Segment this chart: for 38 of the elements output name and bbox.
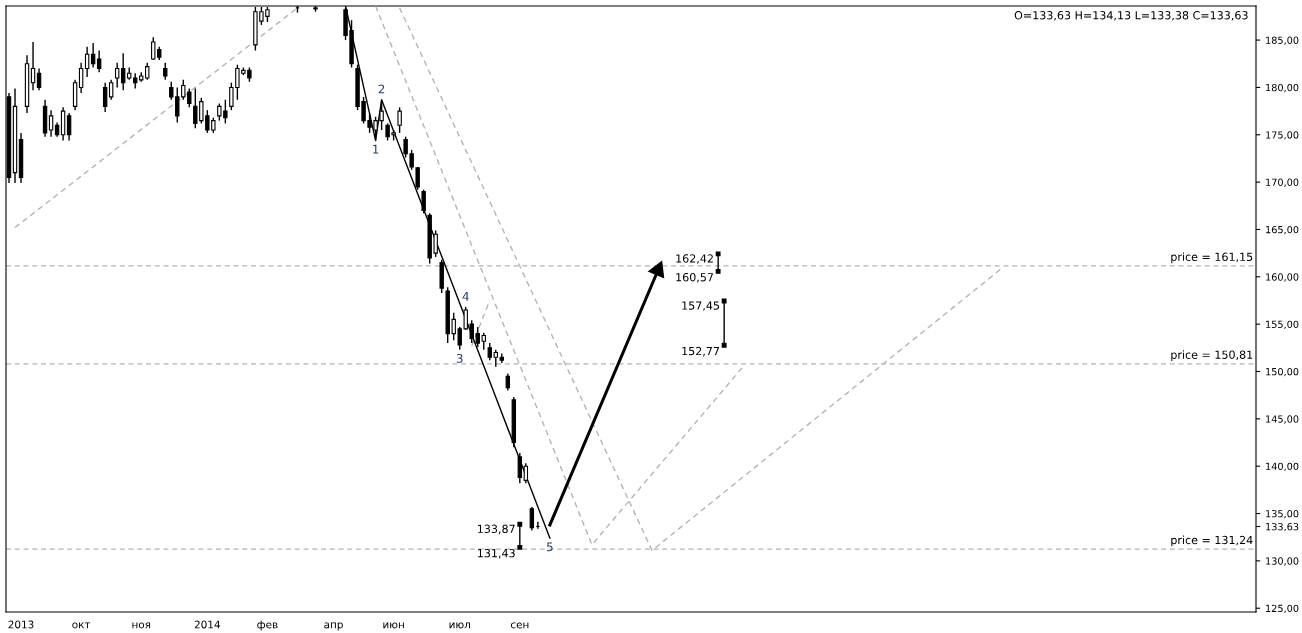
x-tick-label: ноя xyxy=(132,622,151,629)
annotation: 1 xyxy=(373,144,379,154)
x-tick-label: июн xyxy=(383,622,404,629)
ref-line-label: price = 161,15 xyxy=(1171,252,1253,264)
y-tick-label: 170,00 xyxy=(1266,178,1299,187)
y-tick-label: 155,00 xyxy=(1266,320,1299,329)
annotation: 5 xyxy=(547,542,553,552)
y-tick-label: 133,63 xyxy=(1266,522,1299,532)
annotation: 4 xyxy=(462,292,469,301)
y-tick-label: 135,00 xyxy=(1266,510,1299,519)
x-tick-label: фев xyxy=(257,620,278,631)
y-tick-label: 185,00 xyxy=(1266,36,1299,45)
y-tick-label: 145,00 xyxy=(1266,415,1299,424)
data-label: 152,77 xyxy=(682,346,720,357)
y-tick-label: 175,00 xyxy=(1266,131,1299,140)
annotation: 2 xyxy=(378,84,385,94)
y-tick-label: 130,00 xyxy=(1266,557,1299,566)
x-tick-label: июл xyxy=(449,622,470,629)
annotation: 3 xyxy=(456,353,463,363)
data-label: 157,45 xyxy=(682,301,720,311)
y-tick-label: 160,00 xyxy=(1266,273,1299,282)
x-tick-label: 2014 xyxy=(194,620,220,629)
ref-line-label: price = 150,81 xyxy=(1171,350,1253,362)
x-tick-label: апр xyxy=(324,622,343,631)
y-tick-label: 125,00 xyxy=(1266,604,1299,614)
x-tick-label: сен xyxy=(510,622,529,629)
y-tick-label: 165,00 xyxy=(1266,225,1299,235)
data-label: 160,57 xyxy=(676,272,714,283)
x-tick-label: окт xyxy=(72,622,91,629)
data-label: 131,43 xyxy=(478,548,515,559)
data-label: 133,87 xyxy=(478,524,515,535)
y-tick-label: 150,00 xyxy=(1266,367,1299,377)
annotation: O=133,63 H=134,13 L=133,38 C=133,63 xyxy=(1014,11,1248,21)
y-tick-label: 180,00 xyxy=(1266,83,1299,93)
data-label: 162,42 xyxy=(676,254,713,264)
x-tick-label: 2013 xyxy=(8,620,34,629)
ref-line-label: price = 131,24 xyxy=(1171,535,1253,547)
y-tick-label: 140,00 xyxy=(1266,462,1299,472)
